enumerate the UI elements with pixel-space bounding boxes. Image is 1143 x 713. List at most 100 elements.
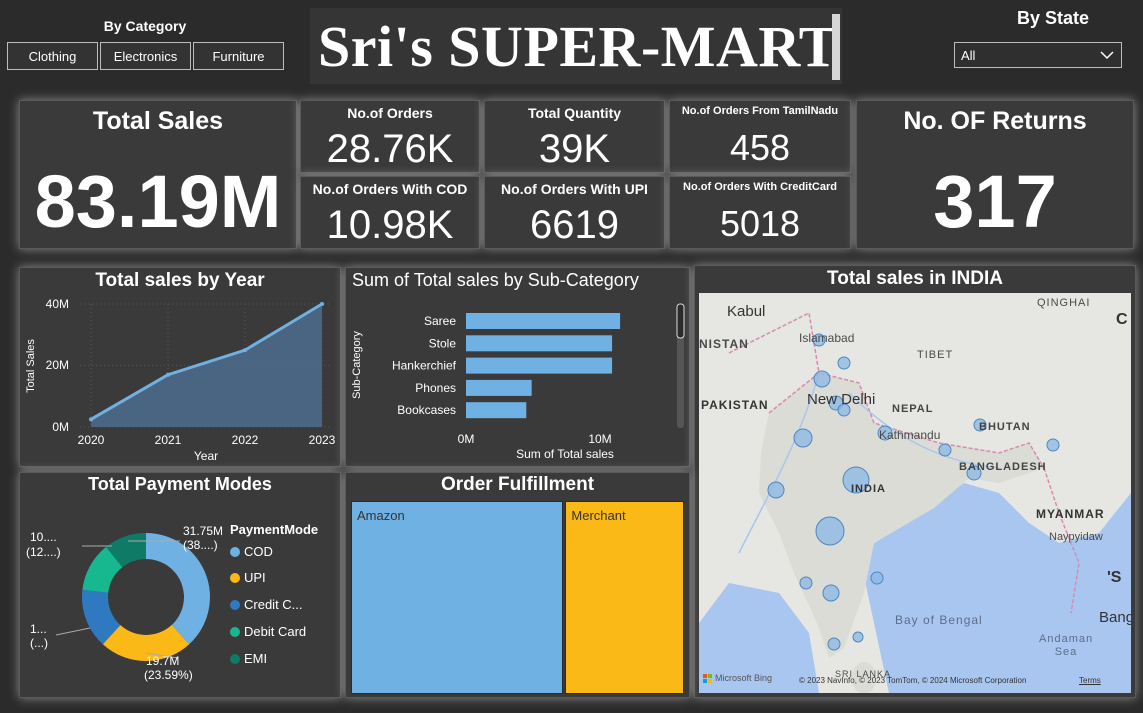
subcat-category-label: Phones [415, 381, 456, 395]
fulfillment-chart-panel[interactable]: Order Fulfillment Amazon Merchant [345, 472, 690, 698]
cod-value-label: 31.75M [183, 524, 223, 538]
year-data-point[interactable] [166, 372, 170, 377]
fulfillment-chart-title: Order Fulfillment [440, 474, 595, 495]
subcat-bar[interactable] [466, 402, 527, 419]
x-tick-2023: 2023 [309, 433, 336, 447]
subcat-chart-panel[interactable]: Sum of Total sales by Sub-Category Saree… [345, 267, 690, 467]
legend-item-debit-card[interactable]: Debit Card [230, 624, 306, 639]
bing-logo: Microsoft Bing [703, 673, 772, 683]
map-bubble[interactable] [812, 333, 826, 347]
map-label-nepal: NEPAL [892, 403, 934, 415]
map-panel[interactable]: Total sales in INDIA [694, 265, 1136, 698]
cod-pct-label: (38....) [183, 538, 218, 552]
map-label-islamabad: Islamabad [799, 331, 855, 345]
map-label-india: INDIA [851, 483, 886, 495]
map-bubble[interactable] [767, 481, 785, 499]
subcat-bar[interactable] [466, 313, 621, 329]
kpi-tamilnadu-label: No.of Orders From TamilNadu [681, 105, 839, 117]
kpi-quantity-card: Total Quantity 39K [484, 100, 665, 173]
upi-value-label: 19.7M [146, 654, 179, 668]
donut-slice-debit-card[interactable] [82, 546, 123, 593]
map-label-new-delhi: New Delhi [807, 391, 876, 408]
x-tick-2021: 2021 [155, 433, 182, 447]
sri-lanka-landmass [852, 662, 876, 693]
payment-chart-title: Total Payment Modes [88, 474, 272, 494]
map-label-bang: Bang [1099, 609, 1131, 626]
map-bubble[interactable] [842, 466, 870, 494]
map-bubble[interactable] [793, 428, 813, 448]
donut-slice-cod[interactable] [146, 533, 210, 645]
treemap-label-merchant: Merchant [571, 508, 626, 523]
kpi-quantity-label: Total Quantity [527, 105, 622, 121]
y-tick-0m: 0M [52, 420, 69, 434]
donut-slice-emi[interactable] [106, 533, 146, 568]
category-furniture-button[interactable]: Furniture [193, 42, 284, 70]
map-bubble[interactable] [938, 443, 952, 457]
legend-label-upi: UPI [244, 570, 266, 585]
year-chart-svg: 40M 20M 0M 2020 2021 2022 2023 Year Tota… [25, 297, 336, 463]
text-cursor [832, 14, 840, 80]
map-bubble[interactable] [1046, 438, 1060, 452]
map-bubble[interactable] [852, 631, 864, 643]
year-data-point[interactable] [320, 302, 324, 306]
map-bubble[interactable] [837, 356, 851, 370]
donut-slice-credit-card[interactable] [82, 589, 121, 645]
map-terms-link[interactable]: Terms [1079, 676, 1101, 685]
legend-item-upi[interactable]: UPI [230, 570, 266, 585]
kpi-returns-value: 317 [933, 160, 1057, 243]
kpi-cod-label: No.of Orders With COD [312, 181, 468, 197]
donut-slice-upi[interactable] [102, 625, 190, 661]
map-label-bay-of-bengal: Bay of Bengal [895, 613, 983, 627]
year-data-point[interactable] [89, 417, 93, 422]
kpi-orders-label: No.of Orders [347, 105, 433, 121]
map-bubble[interactable] [877, 425, 893, 441]
y-tick-40m: 40M [46, 297, 69, 311]
legend-item-credit-card[interactable]: Credit C... [230, 597, 303, 612]
left-top-pct-label: (12....) [26, 545, 61, 559]
subcat-bar[interactable] [466, 379, 532, 396]
map-bubble[interactable] [822, 584, 840, 602]
category-electronics-button[interactable]: Electronics [100, 42, 191, 70]
map-bubble[interactable] [837, 403, 851, 417]
subcat-scrollbar-thumb[interactable] [676, 303, 685, 339]
kpi-returns-label: No. OF Returns [903, 107, 1087, 135]
legend-dot [230, 546, 240, 557]
kpi-tamilnadu-value: 458 [729, 127, 791, 168]
map-label-pakistan: PAKISTAN [701, 398, 769, 412]
map-label-sri-lanka: SRI LANKA [835, 669, 892, 679]
map-bubble[interactable] [966, 465, 982, 481]
left-top-value-label: 10.... [30, 530, 57, 544]
category-slicer-title: By Category [103, 18, 187, 34]
treemap-tile-amazon[interactable]: Amazon [351, 501, 564, 694]
map-label-tibet: TIBET [917, 349, 954, 361]
bing-label: Microsoft Bing [715, 673, 773, 683]
map-bubble[interactable] [813, 370, 831, 388]
legend-item-cod[interactable]: COD [230, 544, 273, 559]
subcat-bar[interactable] [466, 357, 613, 374]
map-canvas[interactable]: Kabul Islamabad NISTAN TIBET QINGHAI C P… [699, 293, 1131, 693]
map-label-kathmandu: Kathmandu [879, 428, 941, 442]
map-label-nistan: NISTAN [699, 337, 749, 351]
northern-border [768, 372, 1045, 469]
treemap-tile-merchant[interactable]: Merchant [565, 501, 684, 694]
year-data-point[interactable] [243, 348, 247, 353]
map-bubble[interactable] [815, 516, 845, 546]
map-bubble[interactable] [870, 571, 884, 585]
payment-donut-svg: 31.75M (38....) 10.... (12....) 1... (..… [26, 524, 223, 682]
map-bubble[interactable] [973, 418, 987, 432]
legend-item-emi[interactable]: EMI [230, 651, 267, 666]
year-chart-panel[interactable]: Total sales by Year 40M 20M 0M 2020 2021… [19, 267, 341, 467]
map-bubble[interactable] [799, 576, 813, 590]
year-chart-title: Total sales by Year [95, 270, 265, 291]
state-dropdown[interactable]: All [954, 42, 1122, 68]
kpi-returns-card: No. OF Returns 317 [856, 100, 1134, 249]
map-bubble[interactable] [827, 637, 841, 651]
category-clothing-button[interactable]: Clothing [7, 42, 98, 70]
legend-dot [230, 572, 240, 583]
payment-legend-title: PaymentMode [230, 522, 319, 537]
bay-of-bengal-water [859, 483, 1131, 693]
map-label-myanmar: MYANMAR [1036, 507, 1105, 521]
subcat-bar[interactable] [466, 335, 613, 352]
payment-chart-panel[interactable]: Total Payment Modes 31.75M (38....) 10..… [19, 472, 341, 698]
